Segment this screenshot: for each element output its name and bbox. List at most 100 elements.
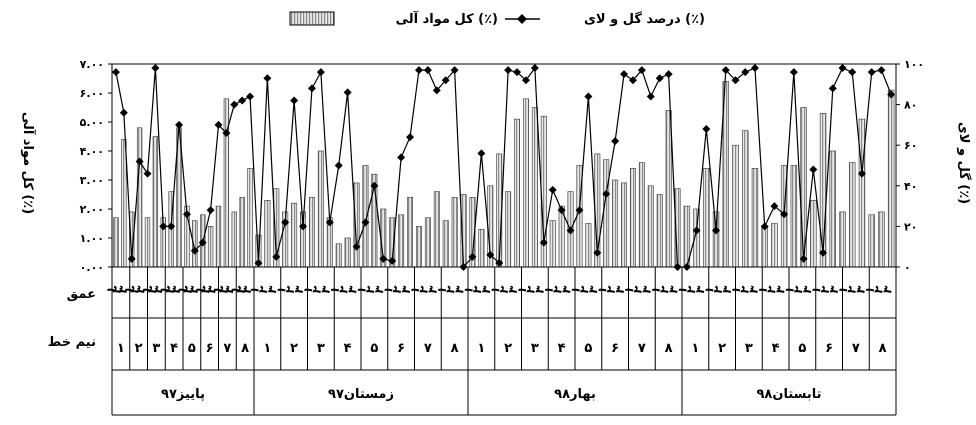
line-point xyxy=(760,222,769,231)
bar xyxy=(231,211,237,268)
depth-label: ۱ xyxy=(434,285,449,296)
depth-label: ۳ xyxy=(318,284,334,295)
line-point xyxy=(423,66,432,75)
bar xyxy=(712,211,720,268)
depth-label: ۳ xyxy=(559,284,575,295)
line-point xyxy=(198,238,207,247)
line-point xyxy=(432,86,441,95)
line-point xyxy=(620,70,629,79)
right-tick-label: ۸۰ xyxy=(904,99,917,112)
depth-label: ۳ xyxy=(880,284,896,295)
depth-label: ۳ xyxy=(479,284,495,295)
depth-label: ۲ xyxy=(818,284,834,295)
line-point xyxy=(548,185,557,194)
line-point xyxy=(414,66,423,75)
depth-label: ۱ xyxy=(728,285,743,296)
line-point xyxy=(857,169,866,178)
depth-label: ۳ xyxy=(398,284,414,295)
transect-label: ۲ xyxy=(290,341,298,356)
depth-label: ۳ xyxy=(826,284,842,295)
bar xyxy=(810,200,817,268)
bar xyxy=(665,110,672,268)
bar xyxy=(407,197,414,268)
depth-label: ۲ xyxy=(871,284,887,295)
depth-label: ۲ xyxy=(550,284,566,295)
line-point xyxy=(575,206,584,215)
line-point xyxy=(222,129,231,138)
right-tick-label: ۰ xyxy=(904,261,911,274)
bar xyxy=(353,182,360,268)
line-layer xyxy=(111,64,896,271)
line-point xyxy=(334,161,343,170)
left-tick-label: ۴.۰۰ xyxy=(80,145,104,158)
line-point xyxy=(127,254,136,263)
bar xyxy=(136,127,143,268)
bar xyxy=(771,223,778,268)
depth-label: ۲ xyxy=(163,284,179,295)
line-point xyxy=(780,210,789,219)
line-point xyxy=(646,92,655,101)
transect-label: ۱ xyxy=(263,341,271,356)
depth-label: ۳ xyxy=(372,284,388,295)
depth-label: ۳ xyxy=(133,284,149,295)
transect-label: ۷ xyxy=(852,341,860,356)
line-point xyxy=(175,120,184,129)
bar xyxy=(751,168,759,268)
bar xyxy=(638,162,645,268)
depth-label: ۳ xyxy=(693,284,709,295)
left-tick-label: ۱.۰۰ xyxy=(80,232,104,245)
line-point xyxy=(539,238,548,247)
transect-label: ۶ xyxy=(397,341,405,356)
line-point xyxy=(887,90,896,99)
line-point xyxy=(230,100,239,109)
transect-label: ۱ xyxy=(691,341,699,356)
depth-label: ۲ xyxy=(390,284,406,295)
line-point xyxy=(238,96,247,105)
line-point xyxy=(712,226,721,235)
bar xyxy=(839,211,846,268)
line-point xyxy=(406,133,415,142)
depth-label: ۲ xyxy=(416,284,432,295)
depth-label: ۳ xyxy=(586,284,602,295)
transect-label: ۶ xyxy=(611,341,619,356)
line-point xyxy=(468,252,477,261)
transect-label: ۸ xyxy=(665,341,673,356)
depth-label: ۱ xyxy=(327,285,342,296)
bar xyxy=(215,205,222,268)
season-label: تابستان۹۸ xyxy=(756,387,821,402)
depth-label: ۲ xyxy=(309,284,325,295)
line-point xyxy=(361,218,370,227)
depth-label: ۱ xyxy=(461,285,476,296)
depth-label: ۲ xyxy=(523,284,539,295)
depth-label: ۲ xyxy=(234,284,250,295)
season-label: زمستان۹۷ xyxy=(328,387,394,402)
depth-label: ۲ xyxy=(180,284,196,295)
line-point xyxy=(299,222,308,231)
bar xyxy=(478,229,485,268)
silt-clay-line xyxy=(115,66,892,269)
depth-label: ۱ xyxy=(541,285,556,296)
depth-label: ۱ xyxy=(835,285,850,296)
bar xyxy=(647,185,654,268)
transect-label: ۸ xyxy=(451,341,459,356)
transect-label: ۴ xyxy=(170,341,178,356)
depth-label: ۳ xyxy=(773,284,789,295)
depth-label: ۳ xyxy=(746,284,762,295)
bar xyxy=(317,150,324,268)
bar xyxy=(152,136,159,268)
line-point xyxy=(828,84,837,93)
depth-label: ۲ xyxy=(737,284,753,295)
line-point xyxy=(135,157,144,166)
line-point xyxy=(263,74,272,83)
line-point xyxy=(119,108,128,117)
line-point xyxy=(159,222,168,231)
line-point xyxy=(721,66,730,75)
depth-label: ۱ xyxy=(210,285,225,296)
line-point xyxy=(214,120,223,129)
line-point xyxy=(343,88,352,97)
line-point xyxy=(388,256,397,265)
line-point xyxy=(611,137,620,146)
legend-line-label: درصد گل و لای (٪) xyxy=(584,11,705,27)
depth-label: ۲ xyxy=(145,284,161,295)
